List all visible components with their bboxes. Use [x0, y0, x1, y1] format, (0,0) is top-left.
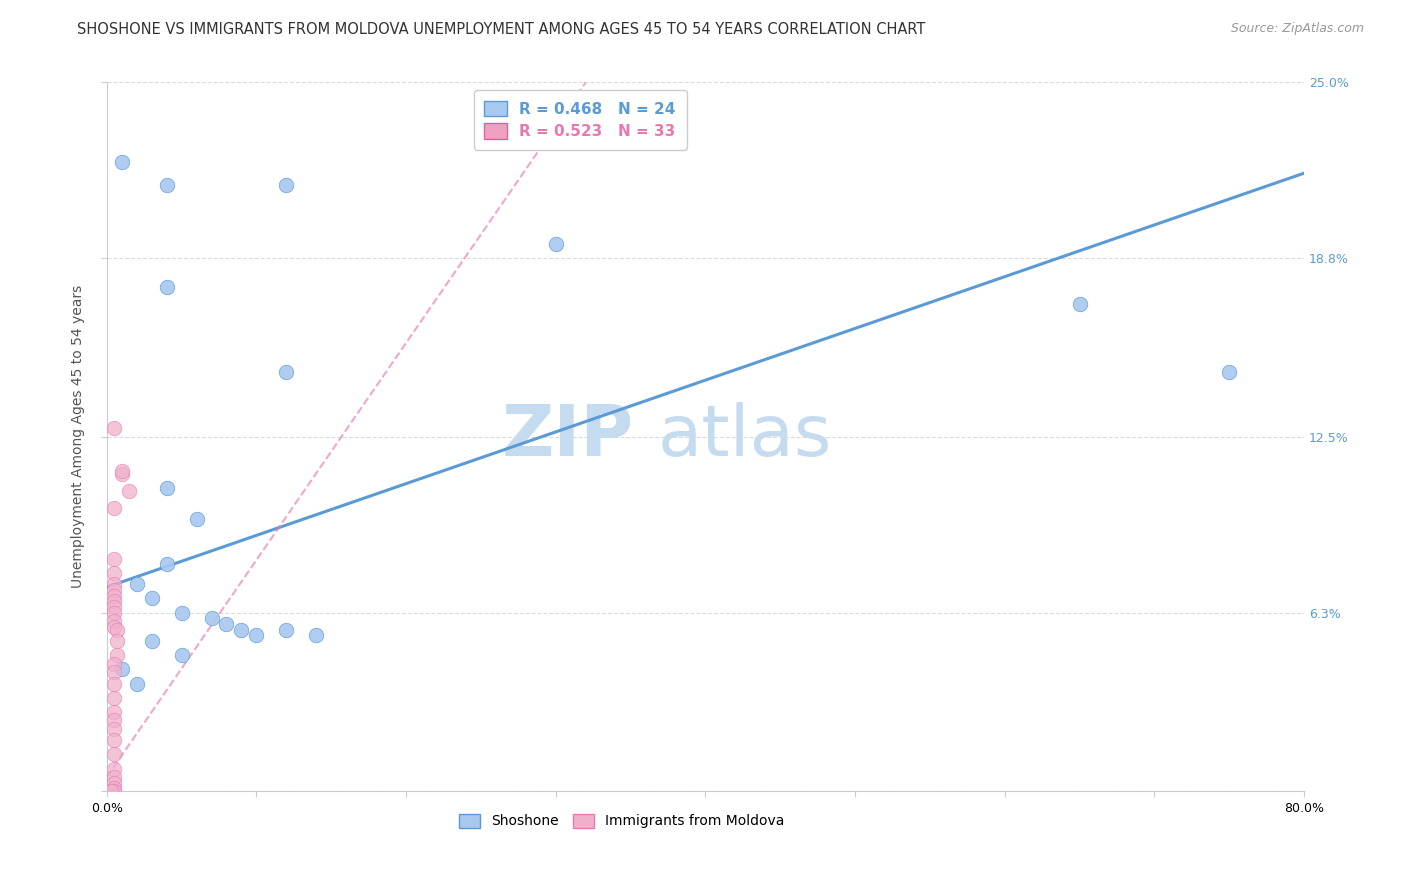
Point — [103, 589, 125, 603]
Point — [105, 648, 128, 662]
Point — [103, 577, 125, 591]
Point — [111, 464, 134, 478]
Point — [103, 500, 125, 515]
Point — [111, 662, 134, 676]
Point — [103, 599, 125, 614]
Point — [103, 705, 125, 719]
Point — [103, 776, 125, 790]
Point — [103, 781, 125, 796]
Point — [156, 178, 179, 192]
Point — [103, 722, 125, 736]
Point — [103, 421, 125, 435]
Point — [103, 690, 125, 705]
Point — [103, 566, 125, 580]
Point — [100, 784, 122, 798]
Point — [125, 577, 148, 591]
Point — [1069, 296, 1091, 310]
Point — [105, 623, 128, 637]
Point — [103, 551, 125, 566]
Point — [103, 733, 125, 747]
Point — [544, 237, 567, 252]
Point — [276, 623, 298, 637]
Point — [103, 676, 125, 690]
Point — [103, 657, 125, 671]
Point — [118, 483, 141, 498]
Point — [103, 784, 125, 798]
Point — [125, 676, 148, 690]
Point — [103, 594, 125, 608]
Point — [231, 623, 253, 637]
Point — [111, 467, 134, 481]
Point — [103, 582, 125, 597]
Text: atlas: atlas — [658, 402, 832, 471]
Point — [156, 558, 179, 572]
Text: Source: ZipAtlas.com: Source: ZipAtlas.com — [1230, 22, 1364, 36]
Point — [111, 154, 134, 169]
Y-axis label: Unemployment Among Ages 45 to 54 years: Unemployment Among Ages 45 to 54 years — [72, 285, 86, 589]
Point — [103, 762, 125, 776]
Point — [245, 628, 267, 642]
Point — [156, 279, 179, 293]
Point — [103, 714, 125, 728]
Point — [215, 617, 238, 632]
Point — [305, 628, 328, 642]
Point — [103, 770, 125, 784]
Point — [141, 634, 163, 648]
Point — [141, 591, 163, 606]
Text: ZIP: ZIP — [502, 402, 634, 471]
Point — [156, 481, 179, 495]
Point — [200, 611, 222, 625]
Point — [103, 614, 125, 628]
Point — [103, 606, 125, 620]
Point — [103, 747, 125, 762]
Point — [276, 178, 298, 192]
Legend: Shoshone, Immigrants from Moldova: Shoshone, Immigrants from Moldova — [454, 808, 790, 834]
Point — [103, 665, 125, 680]
Point — [105, 634, 128, 648]
Point — [103, 620, 125, 634]
Point — [1218, 365, 1240, 379]
Point — [170, 606, 193, 620]
Text: SHOSHONE VS IMMIGRANTS FROM MOLDOVA UNEMPLOYMENT AMONG AGES 45 TO 54 YEARS CORRE: SHOSHONE VS IMMIGRANTS FROM MOLDOVA UNEM… — [77, 22, 925, 37]
Point — [170, 648, 193, 662]
Point — [186, 512, 208, 526]
Point — [276, 365, 298, 379]
